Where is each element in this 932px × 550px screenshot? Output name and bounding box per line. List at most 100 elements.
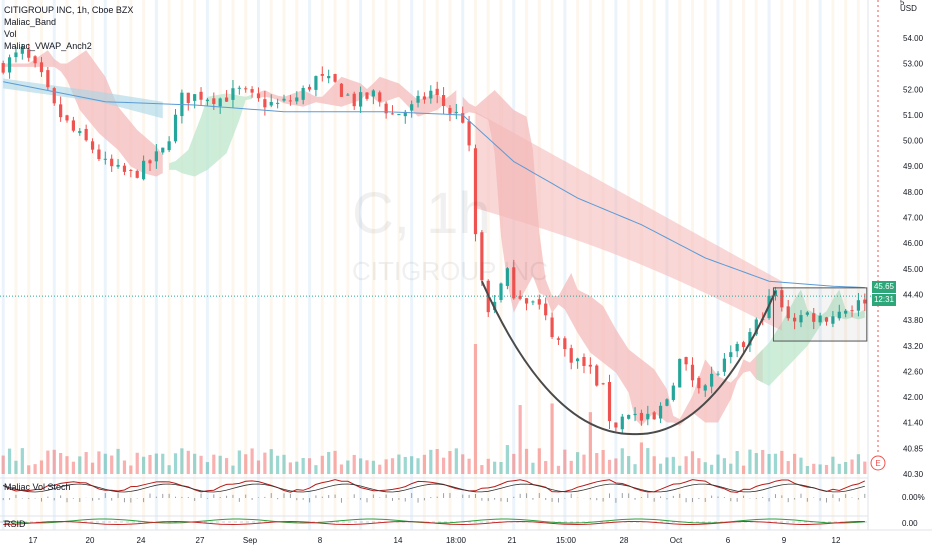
price-tick-label: 45.00 <box>903 265 924 274</box>
session-stripe <box>116 0 120 530</box>
session-stripe <box>473 0 477 530</box>
band-segment <box>475 111 782 331</box>
earnings-event-marker[interactable] <box>870 455 886 471</box>
session-stripe <box>91 0 95 530</box>
candle-body <box>569 348 573 363</box>
session-stripe <box>614 0 618 530</box>
price-tick-label: 49.00 <box>903 162 924 171</box>
indicator-vwap-anchored[interactable]: Maliac_VWAP_Anch2 <box>4 41 92 51</box>
volume-bar <box>339 464 344 474</box>
candle-body <box>741 342 746 347</box>
candle-body <box>84 128 88 141</box>
volume-bar <box>633 464 637 474</box>
candle-body <box>850 310 854 312</box>
time-tick-label: 17 <box>29 536 38 545</box>
candle-body <box>148 160 152 164</box>
price-tick-label: 40.30 <box>903 470 924 479</box>
volume-bar <box>722 458 726 474</box>
volume-bar <box>33 464 37 474</box>
session-stripe <box>550 0 554 530</box>
volume-bar <box>142 456 146 474</box>
candle-body <box>556 338 561 340</box>
session-stripe <box>346 0 350 530</box>
volume-bar <box>480 465 484 474</box>
candle-body <box>269 101 273 106</box>
currency-label[interactable]: USD <box>900 4 917 13</box>
candle-body <box>27 49 31 58</box>
time-tick-label: Sep <box>243 536 258 545</box>
volume-bar <box>454 448 458 474</box>
volume-bar <box>129 465 133 474</box>
session-stripe <box>371 0 375 530</box>
session-stripe <box>320 0 324 530</box>
volume-bar <box>793 453 797 474</box>
candle-body <box>276 102 280 104</box>
candle-body <box>390 113 395 115</box>
band-segment <box>258 76 457 117</box>
price-tick-label: 48.00 <box>903 188 924 197</box>
indicator-vol[interactable]: Vol <box>4 29 17 39</box>
candle-body <box>512 267 516 299</box>
volume-bar <box>863 461 867 474</box>
candle-body <box>403 111 407 117</box>
symbol-title[interactable]: CITIGROUP INC, 1h, Cboe BZX <box>4 5 134 15</box>
session-stripe <box>435 0 439 530</box>
volume-bar <box>295 461 299 474</box>
session-stripe <box>218 0 222 530</box>
volume-bar <box>607 459 612 474</box>
candle-body <box>652 412 656 420</box>
volume-bar <box>173 453 178 474</box>
candle-body <box>716 373 720 375</box>
volume-bar <box>690 451 695 474</box>
price-tick-label: 50.00 <box>903 137 924 146</box>
volume-bar <box>390 458 395 474</box>
volume-bar <box>684 456 688 474</box>
volume-bar <box>812 463 816 474</box>
candle-body <box>212 98 216 104</box>
volume-bar <box>429 449 433 474</box>
vol-stoch-label[interactable]: Maliac Vol Stoch <box>4 482 71 492</box>
volume-bar <box>282 454 286 474</box>
volume-bar <box>831 456 835 474</box>
volume-bar <box>65 456 69 474</box>
session-stripe <box>27 0 31 530</box>
volume-bar <box>799 457 803 474</box>
symbol-watermark: C, 1h <box>352 181 491 246</box>
volume-bar <box>14 460 18 474</box>
session-stripe <box>142 0 146 530</box>
volume-bar <box>837 463 841 474</box>
candle-body <box>754 319 758 335</box>
candle-body <box>435 88 439 95</box>
candle-body <box>639 412 644 421</box>
candle-body <box>588 364 592 367</box>
volume-bar <box>824 464 829 474</box>
candle-body <box>793 317 797 322</box>
volume-bar <box>467 458 471 474</box>
candle-body <box>748 332 752 346</box>
volume-bar <box>844 462 848 474</box>
price-axis: 54.0053.0052.0051.0050.0049.0048.0047.00… <box>867 0 924 530</box>
candle-body <box>812 313 816 322</box>
indicator-maliac-band[interactable]: Maliac_Band <box>4 17 57 27</box>
volume-bar <box>473 344 478 474</box>
volume-bar <box>729 463 733 474</box>
volume-bar <box>595 453 599 474</box>
rsid-label[interactable]: RSID <box>4 519 26 529</box>
candle-body <box>582 356 586 366</box>
volume-bar <box>371 460 375 474</box>
session-stripe <box>793 0 797 530</box>
volume-bar <box>505 445 509 474</box>
volume-bar <box>71 461 75 474</box>
maliac-band <box>3 50 865 426</box>
session-stripe <box>1 0 5 530</box>
volume-bar <box>786 461 790 474</box>
candle-body <box>14 52 18 58</box>
volume-bar <box>180 448 184 474</box>
volume-bar <box>352 454 356 474</box>
candle-body <box>863 299 867 304</box>
candle-body <box>524 298 529 304</box>
volume-bar <box>741 465 746 474</box>
candle-body <box>537 299 541 305</box>
price-tick-label: 42.00 <box>903 393 924 402</box>
